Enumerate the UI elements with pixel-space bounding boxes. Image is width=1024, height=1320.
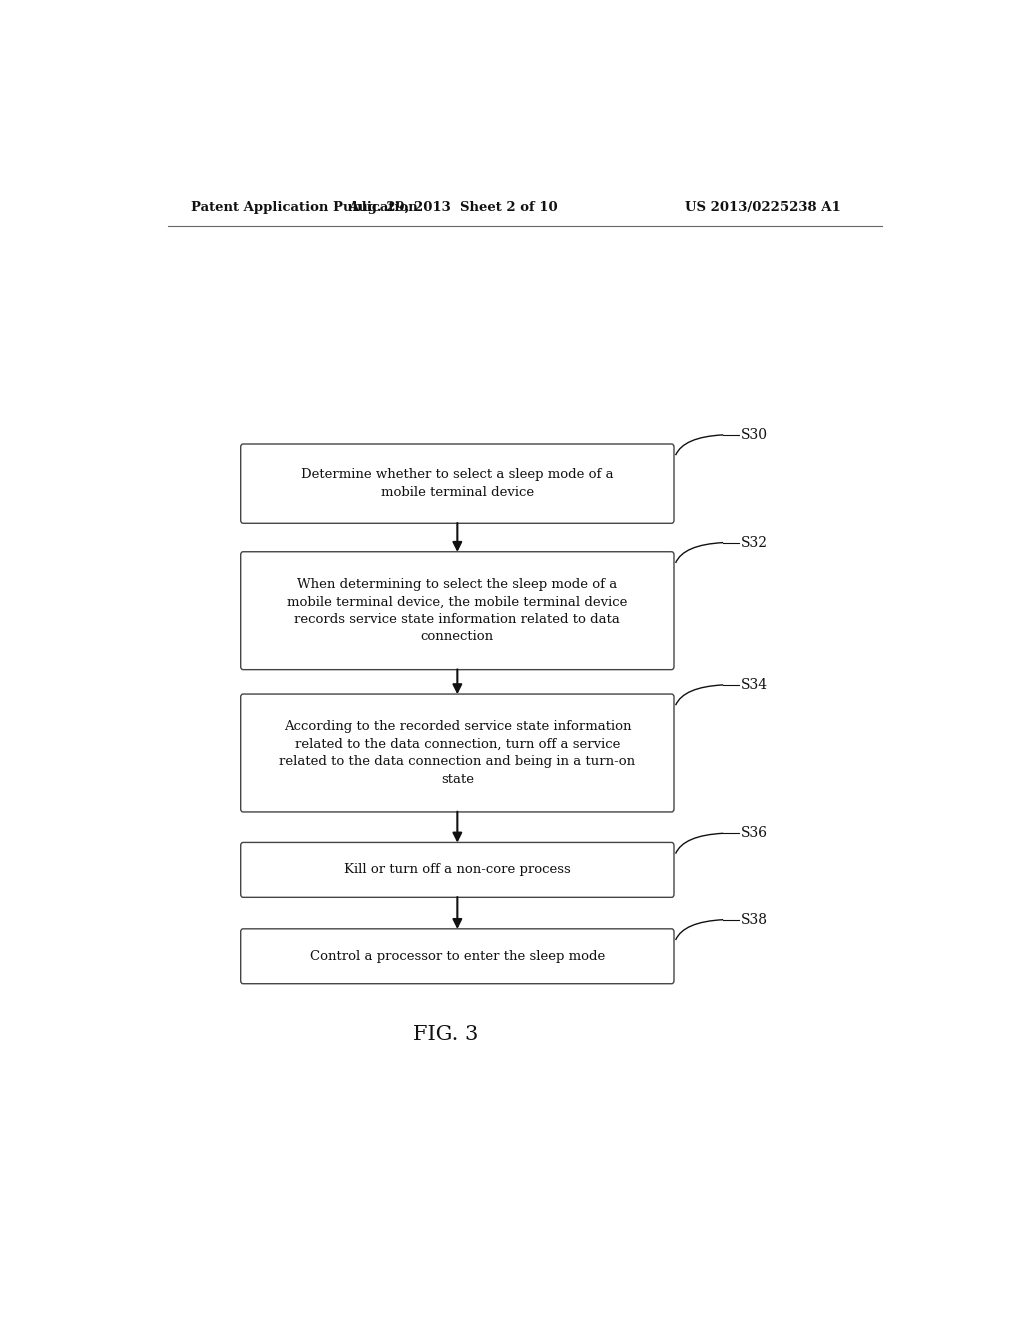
FancyBboxPatch shape xyxy=(241,929,674,983)
Text: Patent Application Publication: Patent Application Publication xyxy=(191,201,418,214)
FancyBboxPatch shape xyxy=(241,444,674,523)
Text: When determining to select the sleep mode of a
mobile terminal device, the mobil: When determining to select the sleep mod… xyxy=(287,578,628,643)
Text: According to the recorded service state information
related to the data connecti: According to the recorded service state … xyxy=(280,721,636,785)
Text: Control a processor to enter the sleep mode: Control a processor to enter the sleep m… xyxy=(309,950,605,962)
Text: FIG. 3: FIG. 3 xyxy=(413,1026,478,1044)
Text: US 2013/0225238 A1: US 2013/0225238 A1 xyxy=(685,201,841,214)
Text: S34: S34 xyxy=(740,678,768,692)
Text: S38: S38 xyxy=(740,912,768,927)
Text: Kill or turn off a non-core process: Kill or turn off a non-core process xyxy=(344,863,570,876)
Text: S36: S36 xyxy=(740,826,768,841)
Text: Determine whether to select a sleep mode of a
mobile terminal device: Determine whether to select a sleep mode… xyxy=(301,469,613,499)
Text: S30: S30 xyxy=(740,428,768,442)
FancyBboxPatch shape xyxy=(241,694,674,812)
Text: Aug. 29, 2013  Sheet 2 of 10: Aug. 29, 2013 Sheet 2 of 10 xyxy=(348,201,558,214)
FancyBboxPatch shape xyxy=(241,842,674,898)
FancyBboxPatch shape xyxy=(241,552,674,669)
Text: S32: S32 xyxy=(740,536,768,549)
